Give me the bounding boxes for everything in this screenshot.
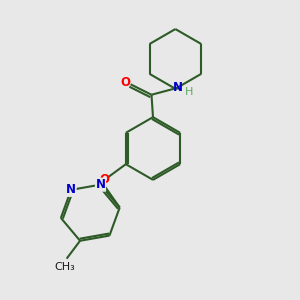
Text: O: O: [120, 76, 130, 89]
Text: N: N: [66, 183, 76, 196]
Text: N: N: [173, 81, 183, 94]
Text: H: H: [185, 87, 194, 98]
Text: O: O: [99, 173, 109, 186]
Text: N: N: [95, 178, 106, 191]
Text: CH₃: CH₃: [55, 262, 76, 272]
